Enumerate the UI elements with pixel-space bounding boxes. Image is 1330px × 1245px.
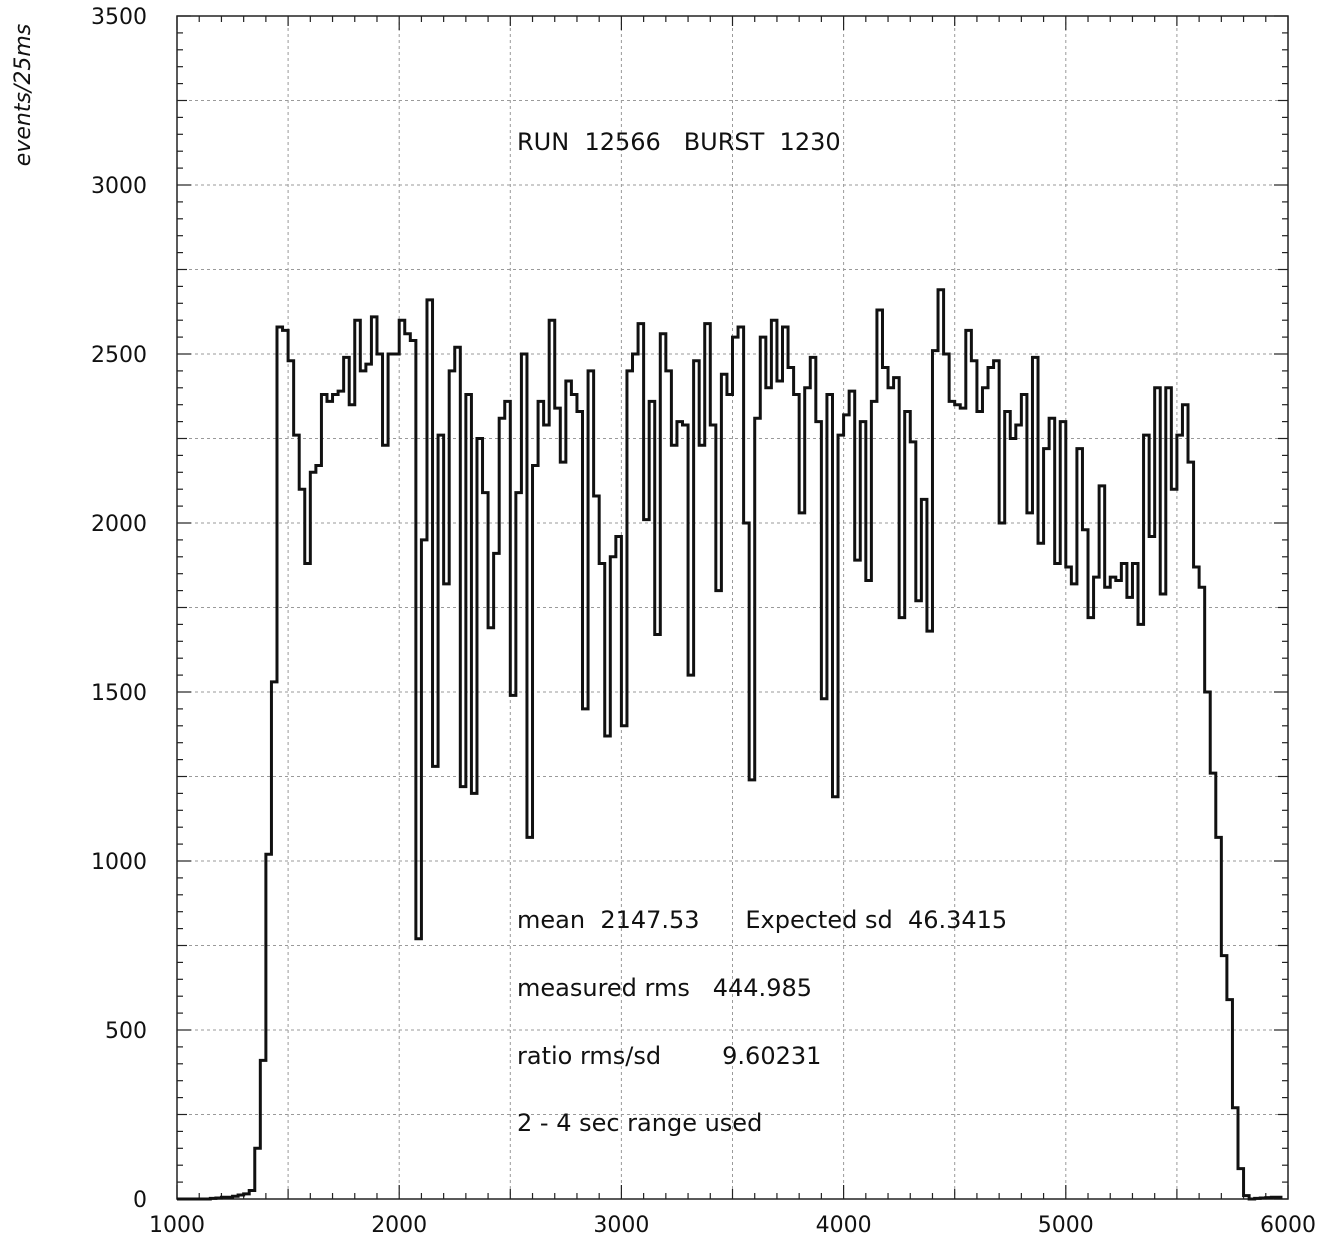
histogram-series-line: [177, 288, 1283, 1201]
axis-ticks: [176, 15, 1289, 1200]
x-tick-label: 3000: [593, 1213, 649, 1238]
y-tick-label: 2000: [91, 512, 147, 537]
y-tick-label: 1000: [91, 850, 147, 875]
ratio-annotation: ratio rms/sd 9.60231: [517, 1042, 821, 1070]
x-tick-label: 4000: [816, 1213, 872, 1238]
tick-labels: 1000 2000 3000 4000 5000 6000 0 500 1000 1500 2000…: [91, 5, 1316, 1238]
x-tick-label: 5000: [1038, 1213, 1094, 1238]
run-burst-annotation: RUN 12566 BURST 1230: [517, 128, 841, 156]
grid-lines: [177, 16, 1288, 1199]
x-tick-label: 2000: [371, 1213, 427, 1238]
y-tick-label: 0: [133, 1188, 147, 1213]
y-tick-label: 3500: [91, 5, 147, 30]
range-annotation: 2 - 4 sec range used: [517, 1109, 762, 1137]
rms-annotation: measured rms 444.985: [517, 974, 812, 1002]
y-tick-label: 2500: [91, 343, 147, 368]
y-tick-label: 500: [105, 1019, 147, 1044]
mean-annotation: mean 2147.53 Expected sd 46.3415: [517, 906, 1007, 934]
x-tick-label: 6000: [1260, 1213, 1316, 1238]
y-axis-label: events/25ms: [11, 24, 36, 166]
y-tick-label: 1500: [91, 681, 147, 706]
x-tick-label: 1000: [149, 1213, 205, 1238]
y-tick-label: 3000: [91, 174, 147, 199]
